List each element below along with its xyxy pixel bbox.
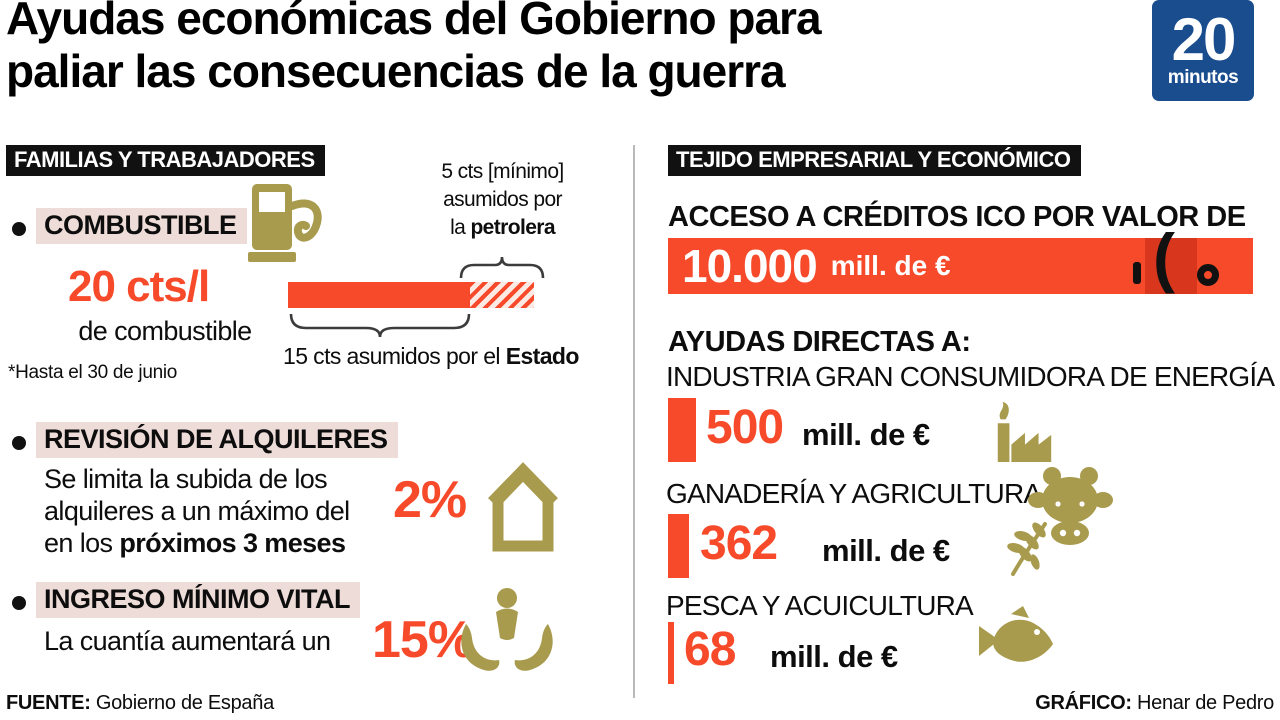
ico-title: ACCESO A CRÉDITOS ICO POR VALOR DE <box>668 201 1246 233</box>
income-text: La cuantía aumentará un <box>44 626 331 656</box>
rent-value: 2% <box>393 471 467 529</box>
brace-estado <box>289 313 471 338</box>
aid-label-industria: INDUSTRIA GRAN CONSUMIDORA DE ENERGÍA <box>666 361 1275 392</box>
cow <box>1028 467 1113 545</box>
graphic-credit: GRÁFICO: Henar de Pedro <box>1035 692 1274 714</box>
petrolera-line-1: 5 cts [mínimo] <box>441 160 564 183</box>
logo-number: 20 <box>1171 5 1237 73</box>
hands-person-icon <box>461 588 553 671</box>
ico-logo-box <box>1145 238 1197 294</box>
ico-amount: 10.000 <box>682 240 818 292</box>
petrolera-annotation: 5 cts [mínimo] asumidos por la petrolera <box>390 158 615 242</box>
aid-bar-ganaderia <box>668 514 689 578</box>
ico-logo-o <box>1197 264 1219 286</box>
page-title: Ayudas económicas del Gobierno para pali… <box>6 0 822 98</box>
20minutos-logo: 20 minutos <box>1152 0 1254 101</box>
aid-unit-pesca: mill. de € <box>770 639 898 674</box>
ico-unit: mill. de € <box>830 250 951 281</box>
logo-word: minutos <box>1167 66 1239 88</box>
direct-aid-title: AYUDAS DIRECTAS A: <box>668 326 971 358</box>
bullet-combustible <box>12 222 26 236</box>
bullet-ingreso <box>12 596 26 610</box>
wheat <box>1007 522 1047 576</box>
ico-logo: ( <box>1119 224 1239 294</box>
label-combustible: COMBUSTIBLE <box>36 208 247 244</box>
section-header-tejido: TEJIDO EMPRESARIAL Y ECONÓMICO <box>668 145 1081 176</box>
title-line-1: Ayudas económicas del Gobierno para <box>6 0 822 44</box>
title-line-2: paliar las consecuencias de la guerra <box>6 45 786 97</box>
cow-wheat-icon <box>1007 467 1113 576</box>
column-divider <box>633 145 635 698</box>
rent-line-3: en los próximos 3 meses <box>44 528 346 558</box>
rent-line-2: alquileres a un máximo del <box>44 496 350 526</box>
aid-value-industria: 500 <box>706 401 784 454</box>
rent-line-1: Se limita la subida de los <box>44 464 328 494</box>
aid-label-ganaderia: GANADERÍA Y AGRICULTURA <box>666 478 1042 509</box>
aid-unit-industria: mill. de € <box>802 417 930 452</box>
brace-petrolera <box>459 256 545 279</box>
fuel-pump-icon <box>248 184 322 262</box>
label-ingreso: INGRESO MÍNIMO VITAL <box>36 582 360 618</box>
fuel-note: *Hasta el 30 de junio <box>8 362 178 383</box>
fish-icon <box>979 606 1053 662</box>
fuel-bar-state <box>288 282 470 308</box>
aid-bar-pesca <box>668 622 674 684</box>
ico-banner: 10.000 mill. de € ( <box>668 224 1253 294</box>
aid-bar-industria <box>668 398 696 462</box>
income-value: 15% <box>372 611 474 669</box>
ico-logo-i <box>1133 262 1141 284</box>
petrolera-line-2: asumidos por <box>443 188 562 211</box>
fuel-amount: 20 cts/l <box>68 262 210 311</box>
source-credit: FUENTE: Gobierno de España <box>6 692 274 714</box>
fuel-bar-petrolera <box>470 282 534 308</box>
estado-annotation: 15 cts asumidos por el Estado <box>283 343 579 369</box>
aid-value-pesca: 68 <box>684 623 736 676</box>
house-icon <box>488 462 558 552</box>
aid-label-pesca: PESCA Y ACUICULTURA <box>666 590 974 621</box>
aid-value-ganaderia: 362 <box>700 517 778 570</box>
label-alquileres: REVISIÓN DE ALQUILERES <box>36 422 398 458</box>
rent-text: Se limita la subida de los alquileres a … <box>44 463 350 559</box>
section-header-familias: FAMILIAS Y TRABAJADORES <box>6 145 325 176</box>
bullet-alquileres <box>12 436 26 450</box>
ico-logo-c: ( <box>1153 220 1175 294</box>
petrolera-line-3: la petrolera <box>450 216 555 239</box>
fuel-amount-sub: de combustible <box>78 316 252 346</box>
factory-icon <box>997 401 1052 463</box>
aid-unit-ganaderia: mill. de € <box>822 533 950 568</box>
